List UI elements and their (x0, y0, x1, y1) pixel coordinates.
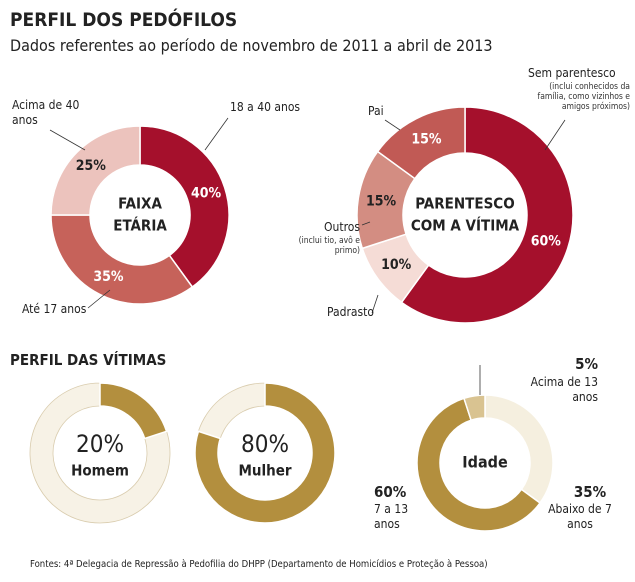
donut-slice (50, 125, 141, 216)
center-label: PARENTESCO (415, 195, 514, 213)
donut-slice (416, 397, 542, 532)
leader-line (204, 117, 229, 151)
category-label: Acima de 40 anos (12, 98, 80, 127)
leader-line (371, 294, 379, 314)
category-note: (inclui tio, avô e primo) (298, 236, 360, 256)
category-label: Outros (324, 220, 360, 234)
value-label: 60% (374, 483, 407, 501)
category-label: Homem (71, 462, 129, 480)
category-label: Pai (368, 104, 384, 118)
donut-slice (376, 106, 466, 180)
donut-slice (463, 394, 486, 422)
category-label: Sem parentesco (528, 66, 616, 80)
value-label: 10% (381, 257, 412, 273)
value-label: 5% (575, 355, 598, 373)
value-label: 60% (531, 233, 562, 249)
value-label: 80% (241, 430, 289, 458)
center-label: FAIXA (118, 195, 162, 213)
leader-line (361, 221, 371, 226)
leader-line (49, 129, 86, 151)
category-label: 7 a 13 anos (374, 502, 409, 531)
category-label: 18 a 40 anos (230, 100, 301, 114)
title: PERFIL DOS PEDÓFILOS (10, 9, 238, 31)
subtitle: Dados referentes ao período de novembro … (10, 36, 493, 55)
value-label: 15% (366, 194, 397, 210)
value-label: 20% (76, 430, 124, 458)
category-label: Mulher (238, 462, 291, 480)
center-label: ETÁRIA (113, 216, 167, 235)
value-label: 35% (573, 483, 607, 501)
donut-slice (484, 394, 554, 505)
value-label: 40% (191, 186, 222, 202)
donut-slice (400, 106, 574, 324)
donut-slice (139, 125, 230, 289)
center-label: Idade (462, 453, 508, 472)
section-title: PERFIL DAS VÍTIMAS (10, 351, 167, 369)
center-label: COM A VÍTIMA (411, 216, 520, 235)
leader-line (384, 119, 401, 131)
value-label: 35% (93, 269, 124, 285)
category-note: (inclui conhecidos da família, como vizi… (537, 82, 630, 112)
value-label: 15% (411, 131, 442, 147)
leader-line (87, 289, 111, 309)
category-label: Acima de 13 anos (530, 375, 598, 404)
donut-slice (99, 382, 168, 440)
source: Fontes: 4ª Delegacia de Repressão à Pedo… (30, 559, 488, 570)
donut-slice (194, 382, 336, 524)
donut-slice (50, 214, 194, 305)
category-label: Até 17 anos (22, 302, 87, 316)
category-label: Padrasto (327, 305, 374, 319)
category-label: Abaixo de 7 anos (548, 502, 612, 531)
value-label: 25% (76, 158, 107, 174)
leader-line (544, 119, 566, 151)
